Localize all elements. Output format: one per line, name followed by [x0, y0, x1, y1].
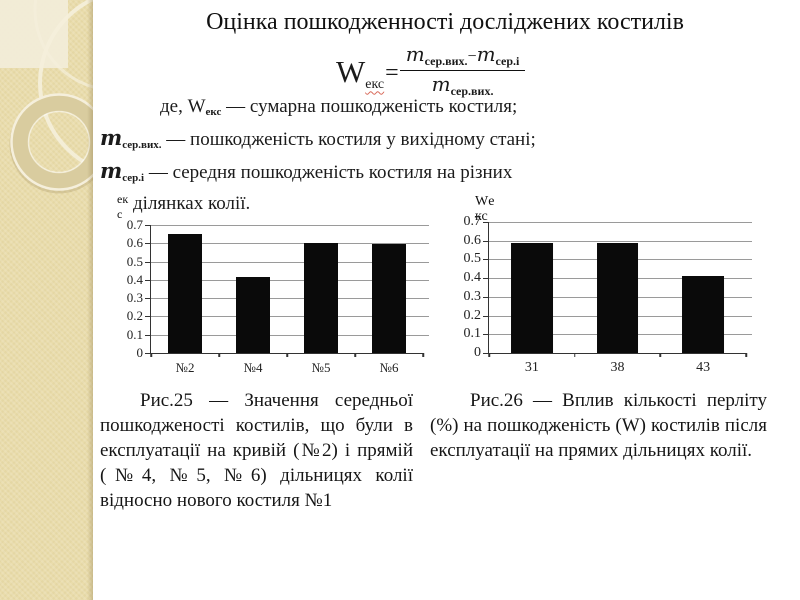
slide-title: Оцінка пошкодженності досліджених костил…: [206, 9, 684, 35]
x-tick-mark: [150, 353, 152, 357]
gridline: [151, 298, 429, 300]
y-tick-label: 0.1: [463, 326, 482, 342]
y-tick-label: 0: [474, 345, 481, 360]
y-tick-mark: [145, 334, 151, 336]
x-tick-mark: [488, 353, 490, 357]
y-tick-mark: [483, 240, 489, 242]
figure-caption-26: Рис.26 — Вплив кількості перліту (%) на …: [430, 390, 767, 461]
gridline: [151, 279, 429, 281]
definition-line-m-ser-i: mсер.і — середня пошкодженість костиля н…: [100, 158, 513, 184]
bar-chart-fig26: Wе кс 0 0.1 0.2 0.3 0.4 0.5 0.6 0.7 31 38 43: [460, 194, 760, 384]
y-tick-label: 0.3: [463, 288, 482, 304]
sidebar-rings-graphic: [0, 0, 93, 194]
y-tick-mark: [483, 315, 489, 317]
y-tick-mark: [483, 296, 489, 298]
y-axis-label: Wе кс: [475, 194, 494, 224]
x-tick-mark: [745, 353, 747, 357]
x-tick-label: 38: [610, 360, 625, 375]
x-tick-label: 43: [696, 360, 711, 375]
bar-№5: [304, 243, 338, 353]
y-tick-label: 0.7: [463, 214, 482, 229]
formula: Wекс = mсер.вих.−mсер.і mсер.вих.: [336, 42, 526, 99]
y-tick-mark: [145, 261, 151, 263]
x-tick-mark: [354, 353, 356, 357]
x-tick-mark: [573, 353, 576, 357]
bar-38: [596, 242, 639, 353]
y-tick-mark: [483, 222, 489, 223]
y-tick-label: 0.5: [126, 253, 143, 269]
gridline: [151, 334, 429, 336]
y-tick-label: 0.2: [463, 307, 482, 323]
y-tick-label: 0.5: [463, 251, 482, 267]
formula-fraction: mсер.вих.−mсер.і mсер.вих.: [399, 42, 526, 99]
bar-№2: [168, 234, 202, 353]
definition-line-continuation: ділянках колії.: [133, 193, 251, 214]
formula-lhs: Wекс: [336, 53, 385, 92]
x-tick-mark: [659, 353, 662, 357]
formula-lhs-subscript: екс: [365, 76, 385, 92]
y-tick-label: 0.7: [126, 217, 143, 232]
y-tick-label: 0.1: [126, 326, 143, 342]
y-tick-label: 0: [136, 345, 144, 360]
y-tick-mark: [483, 334, 489, 336]
y-tick-mark: [145, 316, 151, 318]
y-tick-label: 0.4: [126, 271, 143, 287]
bar-№6: [372, 244, 406, 353]
x-tick-mark: [422, 353, 424, 357]
x-tick-label: 31: [524, 360, 539, 375]
x-tick-label: №6: [379, 360, 399, 375]
x-tick-label: №2: [175, 360, 195, 375]
definition-line-m-ser-vyh: mсер.вих. — пошкодженість костиля у вихі…: [100, 125, 536, 151]
gridline: [151, 243, 429, 245]
y-axis-label-line: с: [117, 207, 123, 221]
x-tick-label: №5: [311, 360, 331, 375]
y-tick-label: 0.2: [126, 308, 143, 324]
x-tick-mark: [218, 353, 220, 357]
gridline: [151, 316, 429, 318]
bar-chart-fig25: ек с 0 0.1 0.2 0.3 0.4 0.5 0.6 0.7 №2 №4 №5 №6: [110, 190, 430, 380]
fraction-numerator: mсер.вих.−mсер.і: [399, 42, 526, 71]
x-tick-label: №4: [243, 360, 263, 375]
y-tick-label: 0.4: [463, 270, 482, 286]
y-tick-label: 0.6: [463, 232, 482, 248]
fraction-denominator: mсер.вих.: [431, 72, 494, 98]
y-tick-label: 0.3: [126, 290, 143, 306]
y-tick-mark: [145, 225, 151, 226]
y-tick-mark: [483, 278, 489, 280]
gridline: [489, 240, 752, 242]
y-tick-mark: [145, 298, 151, 300]
chart-plot-area: 0 0.1 0.2 0.3 0.4 0.5 0.6 0.7 31 38 43: [464, 214, 752, 375]
formula-definitions: де, Wекс — сумарна пошкодженість костиля…: [100, 94, 725, 216]
y-axis-label-line: Wе: [475, 194, 495, 209]
gridline: [151, 225, 429, 226]
figure-caption-25: Рис.25 — Значення середньої пошкодженост…: [100, 390, 413, 511]
bar-43: [682, 276, 725, 353]
chart-plot-area: 0 0.1 0.2 0.3 0.4 0.5 0.6 0.7 №2 №4 №5 №6: [127, 217, 429, 375]
gridline: [489, 222, 752, 223]
gridline: [151, 261, 429, 263]
bar-№4: [236, 277, 270, 353]
y-tick-mark: [145, 243, 151, 245]
y-axis-label-line: кс: [475, 209, 488, 224]
sidebar-decoration: [0, 0, 93, 600]
y-tick-mark: [145, 353, 151, 354]
definition-line-wexp: де, Wекс — сумарна пошкодженість костиля…: [160, 96, 518, 118]
y-tick-mark: [483, 353, 489, 354]
y-axis-label: ек с: [117, 192, 128, 222]
y-axis-label-line: ек: [117, 192, 129, 206]
equals-sign: =: [385, 60, 399, 86]
bar-31: [510, 242, 553, 353]
y-tick-mark: [145, 279, 151, 281]
y-tick-label: 0.6: [126, 235, 143, 251]
x-tick-mark: [286, 353, 288, 357]
y-tick-mark: [483, 259, 489, 261]
